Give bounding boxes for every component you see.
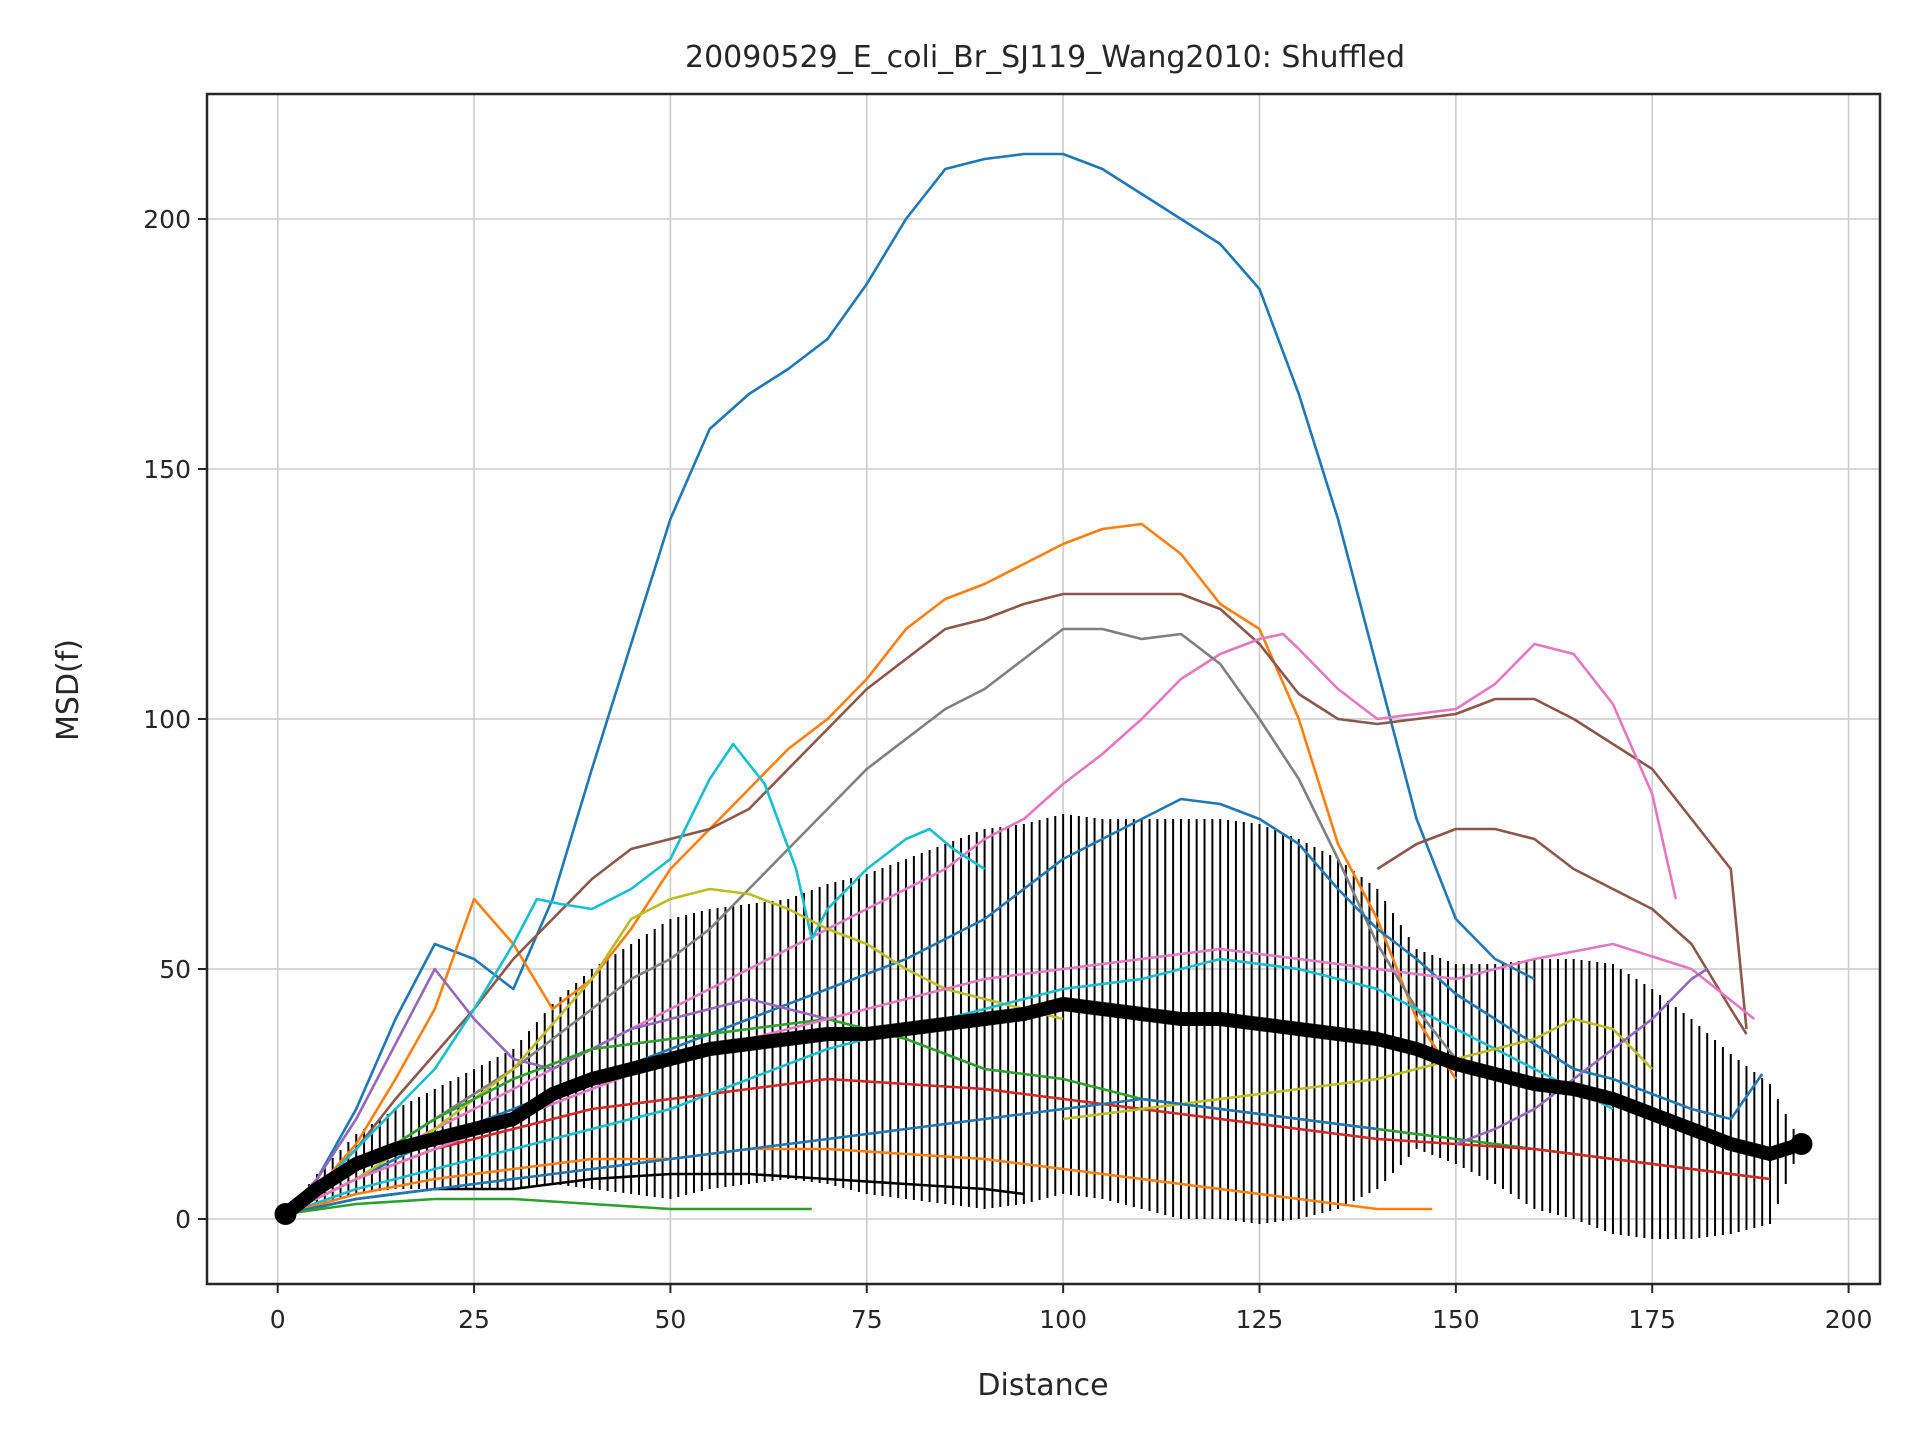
series-line-17: [1455, 967, 1708, 1146]
series-line-20: [285, 1197, 812, 1216]
x-axis-label: Distance: [977, 1368, 1108, 1403]
x-tick-label: 150: [1432, 1305, 1480, 1334]
plot-frame: [205, 92, 1882, 1286]
series-line-1: [284, 152, 1535, 1215]
mean-endpoint-marker: [1790, 1133, 1813, 1155]
x-tick-label: 0: [270, 1305, 286, 1334]
x-tick-label: 25: [458, 1305, 490, 1334]
mean-curve: [278, 997, 1809, 1221]
x-tick-label: 50: [655, 1305, 687, 1334]
series-line-14: [285, 1147, 1433, 1216]
x-tick-label: 200: [1825, 1305, 1873, 1334]
series-line-2: [284, 522, 1457, 1216]
error-bars: [292, 814, 1795, 1239]
x-tick-label: 100: [1039, 1305, 1087, 1334]
chart-title: 20090529_E_coli_Br_SJ119_Wang2010: Shuff…: [685, 40, 1405, 75]
series-line-3: [284, 592, 1748, 1216]
series-line-5: [284, 627, 1457, 1216]
mean-line: [274, 997, 1813, 1225]
series-line-9: [284, 967, 828, 1215]
y-tick-label: 100: [143, 705, 191, 734]
series-line-19: [285, 1097, 1378, 1216]
x-tick-label: 75: [851, 1305, 883, 1334]
y-tick-label: 200: [143, 205, 191, 234]
y-tick-label: 150: [143, 455, 191, 484]
y-tick-label: 50: [159, 955, 191, 984]
y-tick-label: 0: [175, 1205, 191, 1234]
x-tick-label: 125: [1236, 1305, 1284, 1334]
x-ticks: 0 25 50 75 100 125 150 175 200: [270, 1284, 1873, 1334]
series-lines: [284, 152, 1771, 1216]
series-line-4: [284, 632, 1678, 1216]
series-line-10: [284, 887, 1064, 1216]
series-line-8: [1376, 827, 1748, 1035]
series-line-6: [284, 742, 986, 1216]
series-line-12: [284, 1077, 1771, 1216]
y-ticks: 0 50 100 150 200: [143, 205, 207, 1234]
x-tick-label: 175: [1628, 1305, 1676, 1334]
mean-endpoint-marker: [274, 1203, 297, 1225]
y-axis-label: MSD(f): [51, 639, 86, 741]
